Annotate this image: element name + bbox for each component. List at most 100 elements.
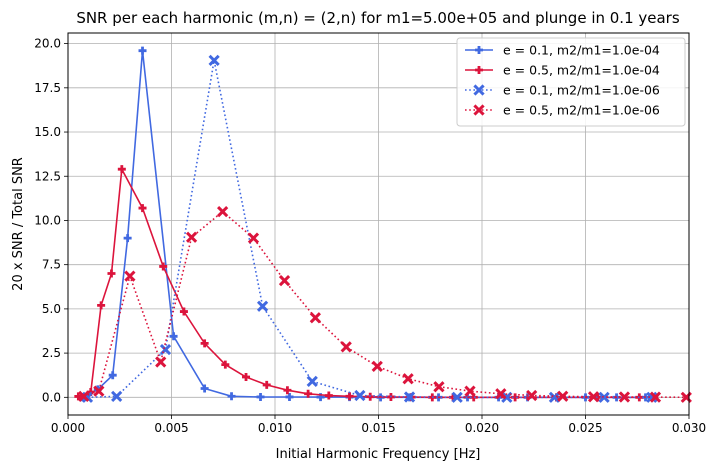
series-3-point-stroke	[354, 389, 366, 402]
series-4-point	[464, 385, 476, 397]
series-4-point-stroke	[587, 391, 600, 403]
series-3-point	[208, 54, 220, 67]
x-tick-label: 0.010	[258, 421, 292, 435]
series-1-point	[316, 393, 325, 402]
series-4-point	[278, 274, 291, 287]
series-4-point-stroke	[155, 356, 167, 368]
series-2-point	[449, 393, 458, 402]
series-2-point	[179, 307, 188, 316]
chart-title: SNR per each harmonic (m,n) = (2,n) for …	[76, 9, 680, 27]
series-4-point-stroke	[185, 231, 198, 243]
series-3-point	[451, 391, 463, 403]
legend: e = 0.1, m2/m1=1.0e-04 e = 0.5, m2/m1=1.0…	[456, 37, 686, 127]
series-4-point	[155, 356, 167, 368]
series-3-point	[501, 391, 513, 403]
series-4-point	[185, 231, 198, 243]
series-3-point	[548, 391, 561, 403]
series-4-point-stroke	[124, 270, 136, 282]
series-4-point	[618, 391, 631, 403]
series-4-point-stroke	[217, 205, 229, 218]
series-4-point-stroke	[278, 274, 291, 287]
legend-label: e = 0.1, m2/m1=1.0e-04	[503, 43, 660, 58]
series-3-point-stroke	[208, 54, 220, 67]
series-4-point	[649, 391, 662, 403]
series-1-point	[169, 332, 178, 341]
series-3-point-stroke	[256, 300, 269, 312]
series-4-point-stroke	[309, 312, 321, 324]
series-2-point	[200, 339, 209, 348]
series-2-point	[511, 393, 520, 402]
series-4-point-stroke	[247, 232, 260, 244]
series-4-point	[433, 381, 445, 393]
series-4-point	[78, 390, 90, 403]
series-3-point-stroke	[403, 391, 416, 403]
series-4-point	[217, 205, 229, 218]
grid	[67, 33, 690, 415]
series-2-point	[593, 393, 602, 402]
series-4-point-stroke	[78, 390, 90, 403]
y-tick-label: 17.5	[34, 81, 61, 95]
series-1-point	[256, 392, 265, 401]
series-2-point	[366, 392, 375, 401]
x-tick-label: 0.005	[154, 421, 188, 435]
series-3-point	[354, 389, 366, 402]
series-2-point	[304, 389, 313, 398]
axis-ticks: 0.000 0.005 0.010 0.015 0.020 0.025 0.030 0.0 2.…	[34, 37, 706, 435]
series-4-point	[371, 360, 383, 372]
series-4-point-stroke	[464, 385, 476, 397]
series-2-point	[107, 269, 116, 278]
series-4-point	[93, 385, 105, 397]
y-tick-label: 15.0	[34, 125, 61, 139]
series-4-point	[124, 270, 136, 282]
series-1-point	[123, 234, 132, 243]
series-4-point	[526, 389, 538, 402]
x-tick-label: 0.025	[568, 421, 602, 435]
series-2-point	[97, 301, 106, 310]
series-2-point	[138, 204, 147, 213]
legend-marker	[475, 46, 483, 54]
series-4-point	[557, 390, 569, 402]
series-4-point	[309, 312, 321, 324]
series-3-point-stroke	[598, 391, 610, 403]
y-tick-label: 0.0	[42, 390, 61, 404]
legend-marker	[473, 84, 485, 96]
series-4-point	[402, 373, 414, 385]
y-tick-label: 5.0	[42, 302, 61, 316]
legend-label: e = 0.5, m2/m1=1.0e-06	[503, 103, 660, 118]
legend-marker	[475, 66, 483, 74]
series-2-point	[283, 386, 292, 395]
series-4-point-stroke	[93, 385, 105, 397]
y-tick-label: 10.0	[34, 213, 61, 227]
series-4-point-stroke	[557, 390, 569, 402]
series-4-point	[495, 388, 507, 400]
series-4-point	[587, 391, 600, 403]
series-2-point	[262, 380, 271, 389]
legend-label: e = 0.5, m2/m1=1.0e-04	[503, 63, 660, 78]
legend-box	[456, 37, 686, 127]
series-3-point	[403, 391, 416, 403]
series-2-point	[242, 372, 251, 381]
x-tick-label: 0.020	[465, 421, 499, 435]
series-2-point	[324, 391, 333, 400]
legend-marker-stroke	[473, 84, 485, 96]
series-4-point-stroke	[526, 389, 538, 402]
series-4	[78, 205, 692, 403]
plot-series	[74, 46, 692, 403]
x-axis-label: Initial Harmonic Frequency [Hz]	[276, 447, 481, 462]
y-tick-label: 20.0	[34, 37, 61, 51]
y-tick-label: 2.5	[42, 346, 61, 360]
series-3-point-stroke	[306, 375, 318, 388]
series-4-point-stroke	[495, 388, 507, 400]
legend-marker-stroke	[473, 104, 485, 116]
series-4-point	[247, 232, 260, 244]
x-tick-label: 0.000	[51, 421, 85, 435]
series-3-point	[598, 391, 610, 403]
series-4-point-stroke	[340, 341, 352, 353]
series-1-point	[138, 46, 147, 55]
series-1-point	[108, 371, 117, 380]
series-4-point-stroke	[402, 373, 414, 385]
series-4-point-stroke	[618, 391, 631, 403]
series-3-point	[256, 300, 269, 312]
legend-label: e = 0.1, m2/m1=1.0e-06	[503, 83, 660, 98]
